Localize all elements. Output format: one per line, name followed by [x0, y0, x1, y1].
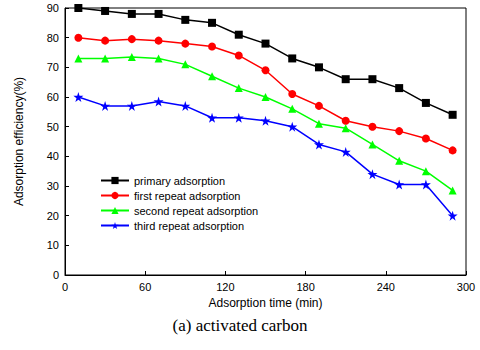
svg-text:180: 180 — [296, 281, 314, 293]
svg-text:first repeat adsorption: first repeat adsorption — [134, 190, 240, 202]
svg-text:70: 70 — [47, 61, 59, 73]
svg-text:60: 60 — [47, 91, 59, 103]
svg-text:40: 40 — [47, 150, 59, 162]
svg-text:300: 300 — [457, 281, 475, 293]
svg-text:60: 60 — [139, 281, 151, 293]
svg-text:10: 10 — [47, 239, 59, 251]
svg-text:third repeat adsorption: third repeat adsorption — [134, 220, 244, 232]
svg-text:50: 50 — [47, 121, 59, 133]
svg-text:240: 240 — [377, 281, 395, 293]
svg-text:0: 0 — [62, 281, 68, 293]
svg-text:second repeat adsorption: second repeat adsorption — [134, 205, 258, 217]
svg-text:primary adsorption: primary adsorption — [134, 175, 225, 187]
svg-text:(a) activated carbon: (a) activated carbon — [173, 316, 308, 335]
svg-text:Adsorption efficiency(%): Adsorption efficiency(%) — [12, 77, 26, 206]
svg-text:0: 0 — [53, 269, 59, 281]
svg-text:Adsorption time (min): Adsorption time (min) — [208, 296, 322, 310]
svg-text:30: 30 — [47, 180, 59, 192]
svg-text:80: 80 — [47, 32, 59, 44]
svg-text:90: 90 — [47, 2, 59, 14]
svg-text:20: 20 — [47, 210, 59, 222]
svg-text:120: 120 — [216, 281, 234, 293]
